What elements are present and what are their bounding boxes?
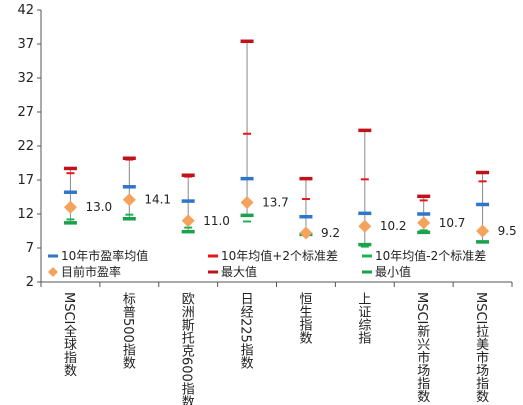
mark-0-1 bbox=[122, 185, 136, 189]
mark-3-7 bbox=[476, 224, 490, 238]
y-tick-label: 32 bbox=[17, 71, 34, 86]
legend-symbol bbox=[48, 267, 58, 277]
mark-5-1 bbox=[122, 217, 136, 221]
y-tick-label: 42 bbox=[17, 3, 34, 18]
mark-5-3 bbox=[240, 213, 254, 218]
mark-1-7 bbox=[478, 180, 487, 183]
mark-0-5 bbox=[358, 211, 372, 216]
mark-3-0 bbox=[63, 200, 77, 214]
mark-4-5 bbox=[358, 128, 372, 133]
mark-2-1 bbox=[125, 213, 134, 216]
mark-1-3 bbox=[243, 132, 252, 135]
mark-2-2 bbox=[184, 226, 193, 229]
mark-3-1 bbox=[122, 193, 136, 207]
category-labels: MSCI全球指数 标普500指数 欧洲斯托克600指数 日经225指数 恒生指数 上证综指… bbox=[61, 292, 489, 405]
data-labels: 13.0 14.1 11.0 13.7 9.2 10.2 10.7 9.5 bbox=[85, 193, 516, 240]
mark-4-7 bbox=[476, 170, 490, 175]
mark-2-6 bbox=[419, 229, 428, 232]
mark-0-0 bbox=[63, 190, 77, 194]
data-label: 10.2 bbox=[380, 219, 407, 233]
y-tick-label: 22 bbox=[17, 139, 34, 154]
mark-1-6 bbox=[419, 199, 428, 202]
mark-4-1 bbox=[122, 156, 136, 160]
legend-symbol bbox=[208, 254, 218, 258]
category-label: MSCI全球指数 bbox=[61, 292, 77, 377]
data-label: 9.2 bbox=[321, 226, 340, 240]
legend-label: 最大值 bbox=[221, 264, 257, 279]
mark-1-4 bbox=[301, 198, 310, 201]
data-label: 14.1 bbox=[144, 193, 171, 207]
mark-3-2 bbox=[181, 214, 195, 228]
legend-symbol bbox=[48, 254, 58, 258]
y-tick-label: 37 bbox=[17, 37, 34, 52]
mark-3-6 bbox=[417, 216, 431, 230]
mark-2-3 bbox=[243, 220, 252, 223]
y-tick-label: 7 bbox=[26, 241, 34, 256]
mark-5-7 bbox=[476, 240, 490, 244]
mark-4-4 bbox=[299, 176, 313, 181]
legend-label: 10年均值+2个标准差 bbox=[221, 248, 338, 263]
mark-0-4 bbox=[299, 214, 313, 219]
y-tick-label: 17 bbox=[17, 173, 34, 188]
mark-4-2 bbox=[181, 173, 195, 177]
legend-symbol bbox=[362, 270, 372, 274]
mark-5-0 bbox=[63, 221, 77, 225]
chart-marks bbox=[63, 39, 490, 248]
mark-0-6 bbox=[417, 212, 431, 216]
category-label: 标普500指数 bbox=[120, 292, 136, 369]
legend-label: 10年均值-2个标准差 bbox=[375, 248, 486, 263]
mark-3-3 bbox=[240, 195, 254, 209]
legend-symbol bbox=[208, 270, 218, 274]
y-tick-label: 27 bbox=[17, 105, 34, 120]
mark-0-2 bbox=[181, 199, 195, 203]
mark-5-6 bbox=[417, 230, 431, 235]
mark-5-5 bbox=[358, 242, 372, 247]
category-label: 上证综指 bbox=[355, 292, 371, 344]
y-tick-label: 2 bbox=[26, 275, 34, 290]
category-label: MSCI新兴市场指数 bbox=[414, 292, 430, 403]
legend-label: 最小值 bbox=[375, 264, 411, 279]
category-label: 欧洲斯托克600指数 bbox=[179, 292, 195, 405]
legend-symbol bbox=[362, 254, 372, 258]
mark-3-4 bbox=[299, 226, 313, 240]
data-label: 13.7 bbox=[262, 195, 289, 209]
mark-3-5 bbox=[358, 219, 372, 233]
legend-label: 10年市盈率均值 bbox=[61, 248, 148, 263]
data-label: 13.0 bbox=[85, 200, 112, 214]
category-label: 日经225指数 bbox=[238, 292, 254, 369]
mark-5-2 bbox=[181, 229, 195, 234]
mark-4-3 bbox=[240, 39, 254, 44]
mark-4-6 bbox=[417, 194, 431, 199]
mark-4-0 bbox=[63, 166, 77, 171]
mark-0-3 bbox=[240, 176, 254, 181]
mark-2-0 bbox=[66, 218, 75, 221]
mark-2-5 bbox=[360, 245, 369, 248]
mark-1-5 bbox=[360, 178, 369, 181]
data-label: 10.7 bbox=[439, 216, 466, 230]
data-label: 9.5 bbox=[498, 224, 517, 238]
category-label: 恒生指数 bbox=[296, 292, 312, 344]
mark-0-7 bbox=[476, 202, 490, 207]
legend-label: 目前市盈率 bbox=[61, 264, 121, 279]
y-tick-label: 12 bbox=[17, 207, 34, 222]
category-label: MSCI拉美市场指数 bbox=[473, 292, 489, 403]
mark-1-0 bbox=[66, 172, 75, 175]
data-label: 11.0 bbox=[203, 214, 230, 228]
